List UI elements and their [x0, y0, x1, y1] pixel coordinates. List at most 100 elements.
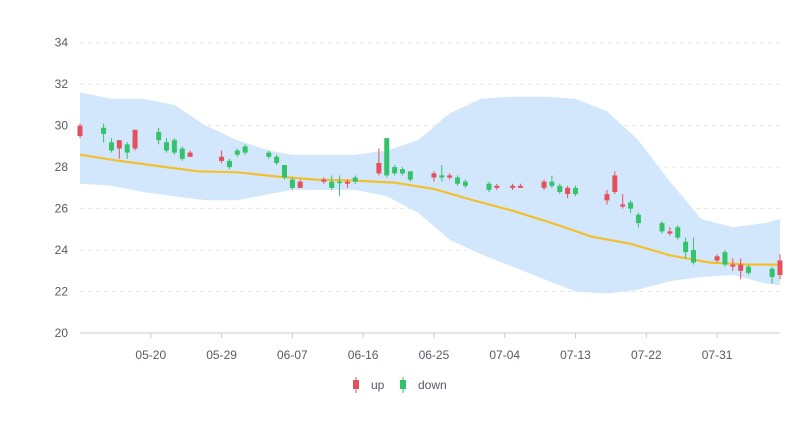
- candle-body: [266, 152, 272, 157]
- candle: [77, 123, 83, 139]
- candle: [447, 173, 453, 180]
- x-tick-label: 07-04: [489, 348, 520, 362]
- candle-body: [108, 142, 114, 151]
- candle: [675, 225, 681, 240]
- candle: [455, 175, 461, 186]
- candle-body: [187, 152, 193, 157]
- y-tick-label: 26: [55, 202, 69, 216]
- candle: [769, 266, 775, 284]
- candle: [297, 179, 303, 188]
- candle: [431, 171, 437, 182]
- candle: [690, 237, 696, 265]
- candle-body: [675, 227, 681, 238]
- candle-body: [690, 250, 696, 263]
- candle-body: [447, 175, 453, 178]
- candle-body: [234, 150, 240, 155]
- candle-body: [777, 260, 783, 275]
- candle: [187, 150, 193, 157]
- candle-body: [281, 165, 287, 178]
- candle: [659, 221, 665, 234]
- candle-body: [289, 179, 295, 188]
- x-tick-label: 06-07: [277, 348, 308, 362]
- candle-body: [352, 177, 358, 182]
- candle-body: [329, 181, 335, 188]
- candle: [565, 185, 571, 199]
- candle: [234, 148, 240, 157]
- candle-body: [116, 140, 122, 149]
- candle: [329, 175, 335, 190]
- candle-body: [399, 169, 405, 174]
- candle-body: [226, 160, 232, 168]
- candle: [352, 175, 358, 184]
- candle: [777, 254, 783, 280]
- candle-body: [486, 183, 492, 190]
- candle: [557, 183, 563, 195]
- candle: [384, 138, 390, 178]
- y-tick-label: 34: [55, 36, 69, 50]
- candle: [101, 123, 107, 143]
- candle-body: [510, 185, 516, 188]
- y-tick-label: 22: [55, 285, 69, 299]
- candle-body: [604, 194, 610, 201]
- candle-body: [179, 148, 185, 159]
- candle: [549, 175, 555, 188]
- candle-body: [455, 177, 461, 184]
- candle-body: [659, 223, 665, 232]
- candle: [612, 171, 618, 195]
- candle-body: [337, 181, 343, 184]
- candle: [683, 237, 689, 259]
- candle: [171, 138, 177, 155]
- candle: [219, 150, 225, 163]
- legend[interactable]: up down: [353, 377, 447, 393]
- candle-body: [384, 138, 390, 176]
- candle-body: [541, 181, 547, 188]
- x-tick-label: 06-16: [348, 348, 379, 362]
- candle-body: [722, 252, 728, 265]
- candle-body: [101, 127, 107, 134]
- candle-body: [431, 173, 437, 178]
- candle-body: [557, 185, 563, 193]
- y-tick-label: 20: [55, 326, 69, 340]
- candle: [510, 183, 516, 190]
- y-tick-label: 30: [55, 119, 69, 133]
- legend-up-label: up: [371, 378, 385, 392]
- candle-body: [407, 171, 413, 180]
- candle-body: [517, 185, 523, 188]
- candle-body: [730, 264, 736, 267]
- candle-body: [439, 175, 445, 178]
- candle-body: [376, 162, 382, 174]
- candle: [274, 154, 280, 166]
- candle: [635, 212, 641, 228]
- candle: [667, 227, 673, 236]
- candle: [392, 165, 398, 176]
- candle: [266, 150, 272, 159]
- candles: [77, 123, 783, 284]
- candle-body: [549, 181, 555, 186]
- candle: [604, 189, 610, 205]
- candle-body: [635, 214, 641, 224]
- candle: [226, 158, 232, 170]
- legend-item-up[interactable]: up: [353, 377, 385, 393]
- candle-body: [565, 187, 571, 195]
- candle: [462, 179, 468, 188]
- candle: [376, 148, 382, 176]
- candle: [116, 140, 122, 159]
- x-tick-label: 07-13: [560, 348, 591, 362]
- candle: [124, 142, 130, 159]
- legend-item-down[interactable]: down: [400, 377, 447, 393]
- candle-body: [573, 187, 579, 195]
- candle: [746, 264, 752, 275]
- candle: [281, 165, 287, 180]
- candle-body: [164, 142, 170, 151]
- candle: [628, 200, 634, 213]
- candle: [156, 127, 162, 145]
- candle-body: [124, 144, 130, 153]
- candle: [242, 144, 248, 155]
- candle: [722, 250, 728, 267]
- x-tick-label: 07-31: [702, 348, 733, 362]
- candle: [573, 185, 579, 197]
- legend-down-label: down: [418, 378, 447, 392]
- candle: [517, 183, 523, 188]
- candle-body: [171, 140, 177, 153]
